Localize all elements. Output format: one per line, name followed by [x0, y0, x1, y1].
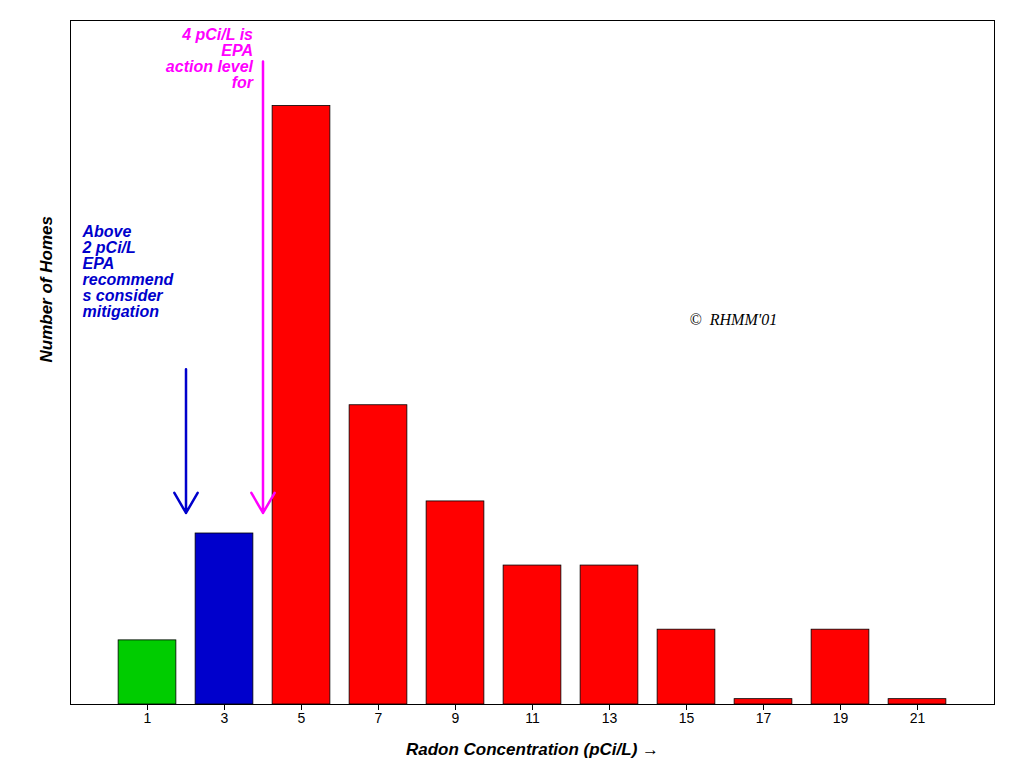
svg-text:Number of Homes: Number of Homes: [37, 216, 56, 362]
svg-text:4 pCi/L isEPAaction levelfor: 4 pCi/L isEPAaction levelfor: [166, 26, 254, 91]
svg-text:Above2 pCi/LEPArecommends cons: Above2 pCi/LEPArecommends considermitiga…: [82, 223, 175, 320]
svg-text:© RHMM'01: © RHMM'01: [690, 311, 778, 328]
svg-text:9: 9: [452, 710, 460, 726]
svg-text:Radon Concentration (pCi/L) →: Radon Concentration (pCi/L) →: [406, 740, 659, 759]
svg-text:5: 5: [298, 710, 306, 726]
svg-text:7: 7: [375, 710, 383, 726]
svg-text:1: 1: [144, 710, 152, 726]
svg-text:13: 13: [602, 710, 618, 726]
svg-text:21: 21: [910, 710, 926, 726]
svg-text:15: 15: [679, 710, 695, 726]
svg-text:11: 11: [525, 710, 540, 726]
svg-text:17: 17: [756, 710, 772, 726]
svg-text:19: 19: [833, 710, 849, 726]
svg-text:3: 3: [221, 710, 229, 726]
